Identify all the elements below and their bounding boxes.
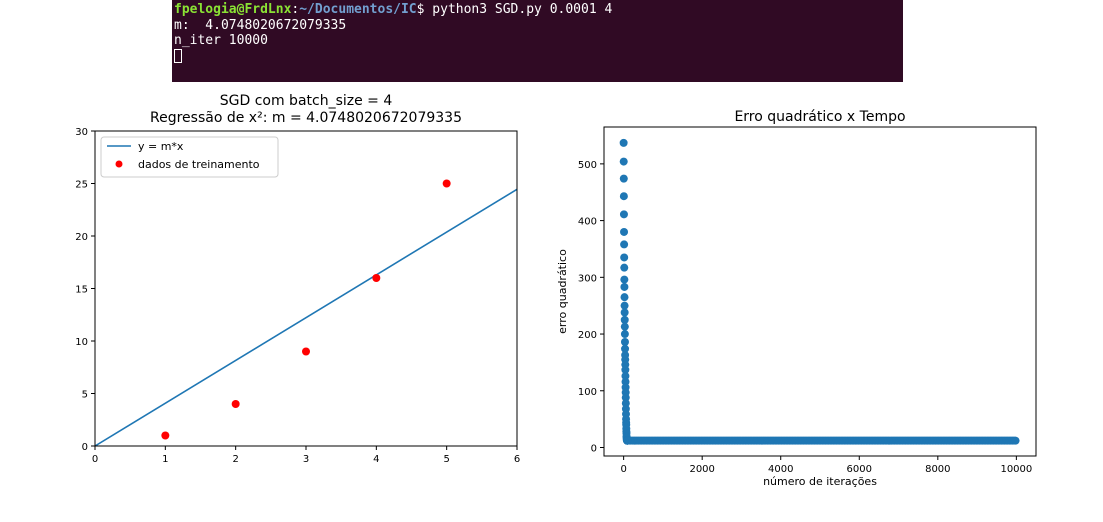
x-tick-label: 3 bbox=[303, 454, 309, 465]
data-point bbox=[372, 274, 381, 282]
data-point bbox=[442, 179, 451, 188]
x-tick-label: 4 bbox=[373, 454, 379, 465]
x-tick-label: 1 bbox=[162, 454, 168, 465]
x-tick-label: 6000 bbox=[847, 464, 872, 475]
data-point bbox=[621, 377, 630, 386]
data-point bbox=[619, 157, 628, 166]
data-point bbox=[621, 393, 630, 402]
data-point bbox=[620, 263, 629, 272]
text-cursor bbox=[174, 48, 182, 63]
data-point bbox=[619, 174, 628, 183]
terminal-window[interactable]: fpelogia@FrdLnx:~/Documentos/IC$ python3… bbox=[172, 0, 903, 82]
y-tick-label: 5 bbox=[82, 390, 88, 401]
data-point bbox=[620, 253, 629, 262]
y-tick-label: 20 bbox=[75, 232, 88, 243]
x-tick-label: 10000 bbox=[1000, 464, 1032, 475]
data-point bbox=[161, 431, 170, 440]
prompt-separator: : bbox=[291, 2, 300, 17]
plot-frame bbox=[603, 126, 1037, 457]
chart-subtitle: Regressão de x²: m = 4.0748020672079335 bbox=[150, 110, 462, 126]
data-point bbox=[620, 330, 629, 339]
data-point bbox=[620, 308, 629, 317]
y-tick-label: 200 bbox=[578, 330, 597, 341]
prompt-path: ~/Documentos/IC bbox=[299, 2, 417, 17]
chart-title: Erro quadrático x Tempo bbox=[734, 109, 905, 125]
data-point bbox=[620, 282, 629, 291]
legend-label-points: dados de treinamento bbox=[138, 158, 260, 171]
y-tick-label: 0 bbox=[82, 442, 88, 453]
y-tick-label: 500 bbox=[578, 160, 597, 171]
x-tick-label: 2 bbox=[232, 454, 238, 465]
x-axis-label: número de iterações bbox=[763, 475, 877, 488]
data-point bbox=[231, 400, 240, 408]
legend-dot-marker bbox=[115, 160, 123, 168]
data-point bbox=[621, 399, 630, 408]
data-point bbox=[620, 315, 629, 324]
chart-title: SGD com batch_size = 4 bbox=[220, 93, 393, 109]
data-point bbox=[621, 372, 630, 381]
x-tick-label: 0 bbox=[620, 464, 626, 475]
x-tick-label: 5 bbox=[443, 454, 449, 465]
output-line-m: m: 4.0748020672079335 bbox=[174, 17, 347, 33]
y-tick-label: 400 bbox=[578, 217, 597, 228]
data-point bbox=[621, 365, 630, 374]
data-point bbox=[620, 301, 629, 310]
y-tick-label: 30 bbox=[75, 127, 88, 138]
y-tick-label: 300 bbox=[578, 273, 597, 284]
y-tick-label: 100 bbox=[578, 387, 597, 398]
data-point bbox=[620, 337, 629, 346]
data-point bbox=[621, 344, 630, 353]
x-tick-label: 6 bbox=[514, 454, 520, 465]
data-point bbox=[620, 322, 629, 331]
y-tick-label: 25 bbox=[75, 180, 88, 191]
output-line-n-iter: n_iter 10000 bbox=[174, 33, 268, 48]
x-tick-label: 4000 bbox=[768, 464, 793, 475]
data-point bbox=[620, 227, 629, 236]
legend-box bbox=[100, 136, 279, 178]
command-text: python3 SGD.py 0.0001 4 bbox=[424, 2, 613, 17]
data-point bbox=[1011, 436, 1020, 445]
prompt-symbol: $ bbox=[416, 2, 425, 17]
y-tick-label: 15 bbox=[75, 285, 88, 296]
series-line-fit bbox=[95, 188, 517, 446]
data-point bbox=[620, 293, 629, 302]
data-point bbox=[620, 275, 629, 284]
prompt-user: fpelogia@FrdLnx bbox=[174, 2, 292, 17]
data-point bbox=[619, 138, 628, 147]
y-axis-label: erro quadrático bbox=[556, 249, 569, 334]
legend-label-line: y = m*x bbox=[138, 140, 184, 153]
chart-legend: y = m*x dados de treinamento bbox=[100, 136, 279, 178]
plot-frame bbox=[94, 130, 518, 447]
x-tick-label: 0 bbox=[92, 454, 98, 465]
data-point bbox=[302, 347, 310, 356]
y-tick-label: 0 bbox=[591, 443, 597, 454]
x-tick-label: 2000 bbox=[689, 464, 714, 475]
y-tick-label: 10 bbox=[75, 337, 88, 348]
data-point bbox=[619, 192, 628, 201]
data-point bbox=[619, 210, 628, 219]
x-tick-label: 8000 bbox=[925, 464, 950, 475]
data-point bbox=[620, 240, 629, 249]
